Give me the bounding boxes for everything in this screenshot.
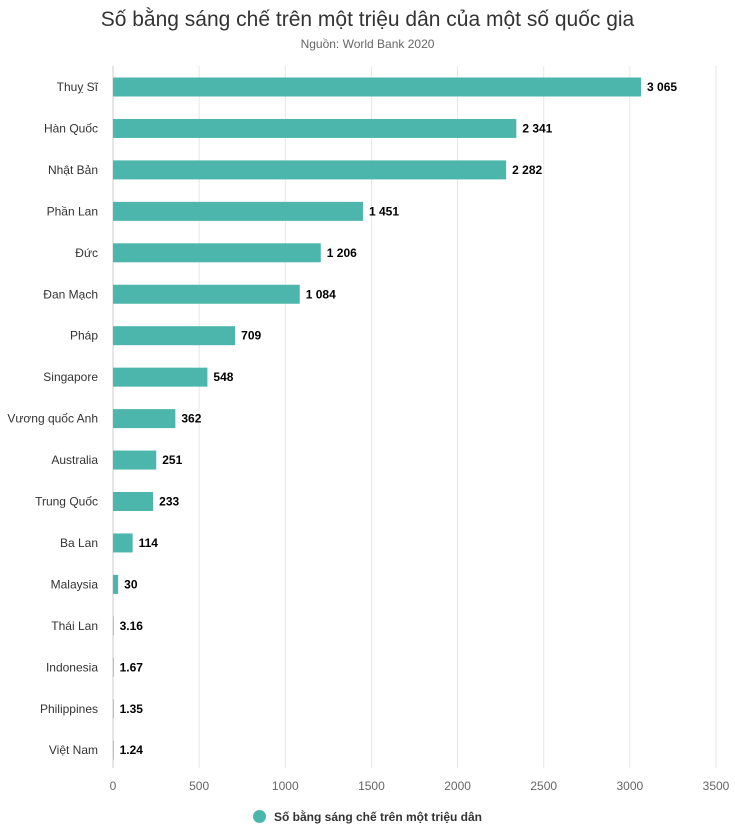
chart-title: Số bằng sáng chế trên một triệu dân của …	[100, 8, 635, 31]
data-label: 1 451	[369, 204, 399, 218]
bar	[113, 699, 114, 719]
category-label: Đức	[75, 246, 98, 260]
bar	[113, 657, 114, 677]
chart-subtitle: Nguồn: World Bank 2020	[300, 37, 435, 51]
bar	[113, 740, 114, 760]
x-tick-label: 1000	[272, 779, 299, 793]
bar	[113, 284, 300, 304]
bar	[113, 367, 208, 387]
x-tick-label: 1500	[358, 779, 385, 793]
x-tick-label: 0	[110, 779, 117, 793]
x-tick-label: 2500	[530, 779, 557, 793]
category-label: Malaysia	[51, 577, 99, 591]
category-label: Pháp	[70, 329, 98, 343]
data-label: 3 065	[647, 80, 677, 94]
data-label: 2 282	[512, 163, 542, 177]
category-label: Thái Lan	[51, 619, 98, 633]
bar	[113, 243, 321, 263]
data-label: 1 206	[327, 246, 357, 260]
bar	[113, 492, 154, 511]
bar	[113, 160, 507, 180]
bar	[113, 409, 176, 429]
x-tick-label: 3000	[617, 779, 644, 793]
bar	[113, 616, 114, 636]
bar	[113, 201, 363, 221]
data-label: 3.16	[120, 619, 144, 633]
category-label: Thuỵ Sĩ	[57, 80, 99, 94]
data-labels: 3 065 2 341 2 282 1 451 1 206 1 084 709 548 362 2…	[120, 80, 678, 757]
data-label: 362	[181, 412, 201, 426]
legend-marker	[252, 810, 266, 823]
data-label: 30	[124, 577, 138, 591]
category-label: Philippines	[40, 702, 98, 716]
data-label: 1.67	[120, 660, 144, 674]
bar	[113, 574, 119, 594]
category-label: Australia	[51, 453, 98, 467]
x-tick-label: 3500	[703, 779, 730, 793]
x-tick-label: 500	[189, 779, 209, 793]
bars	[113, 77, 642, 760]
data-label: 1.24	[120, 743, 144, 757]
data-label: 114	[139, 536, 159, 550]
data-label: 251	[162, 453, 182, 467]
bar	[113, 533, 133, 553]
bar	[113, 450, 157, 470]
x-axis-tick-labels: 0 500 1000 1500 2000 2500 3000 3500	[110, 779, 730, 793]
category-label: Nhật Bản	[48, 163, 98, 177]
legend[interactable]: Số bằng sáng chế trên một triệu dân	[0, 810, 735, 824]
category-label: Đan Mạch	[43, 287, 98, 301]
data-label: 233	[159, 495, 179, 509]
data-label: 1.35	[120, 702, 144, 716]
bar	[113, 77, 642, 97]
gridlines	[112, 66, 717, 768]
data-label: 1 084	[306, 287, 336, 301]
bar	[113, 326, 236, 346]
legend-label: Số bằng sáng chế trên một triệu dân	[273, 810, 483, 824]
category-label: Phần Lan	[47, 204, 98, 218]
category-label: Việt Nam	[49, 743, 98, 757]
category-label: Trung Quốc	[35, 495, 98, 509]
category-label: Indonesia	[46, 660, 98, 674]
category-label: Ba Lan	[60, 536, 98, 550]
category-labels: Thuỵ Sĩ Hàn Quốc Nhật Bản Phần Lan Đức Đan Mạ…	[7, 80, 98, 757]
data-label: 709	[241, 329, 261, 343]
category-label: Hàn Quốc	[44, 121, 98, 135]
category-label: Singapore	[43, 370, 98, 384]
x-tick-label: 2000	[444, 779, 471, 793]
data-label: 548	[213, 370, 233, 384]
category-label: Vương quốc Anh	[7, 412, 98, 426]
bar	[113, 118, 517, 138]
data-label: 2 341	[522, 121, 552, 135]
